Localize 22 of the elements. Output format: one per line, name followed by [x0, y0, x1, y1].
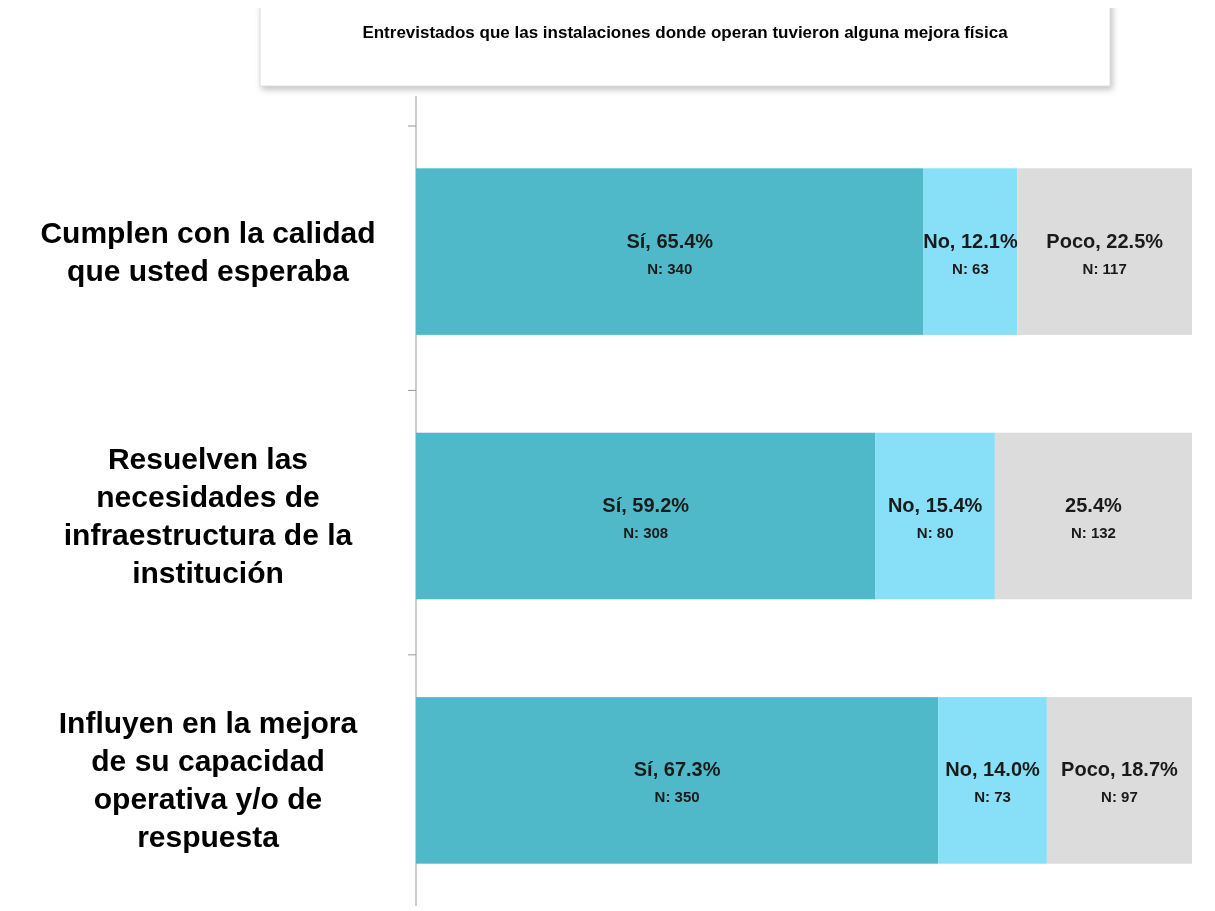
data-label: No, 15.4% N: 80 — [887, 494, 983, 541]
data-label: Sí, 67.3% N: 350 — [633, 758, 721, 806]
data-label: 25.4% N: 132 — [1065, 494, 1123, 541]
chart-title: Entrevistados que las instalaciones donde operan tuvieron alguna mejora física — [362, 23, 1009, 42]
data-label: No, 14.0% N: 73 — [945, 758, 1041, 806]
data-label: Sí, 59.2% N: 308 — [602, 494, 690, 541]
bar — [994, 432, 1192, 600]
bar — [1046, 697, 1192, 864]
data-label: No, 12.1% N: 63 — [923, 229, 1018, 277]
bar — [416, 168, 924, 335]
y-tick-label: Influyen en la mejora de su capacidad operativa y/o de respuesta — [58, 706, 358, 854]
y-tick-label: Cumplen con la calidad que usted esperaba — [40, 215, 376, 287]
bar — [875, 432, 995, 600]
data-label: Sí, 65.4% N: 340 — [626, 229, 714, 277]
bar — [923, 168, 1018, 335]
data-label: Poco, 18.7% N: 97 — [1061, 758, 1179, 806]
data-label: Poco, 22.5% N: 117 — [1046, 229, 1164, 277]
bar — [1017, 168, 1192, 335]
bar — [938, 697, 1047, 864]
bar — [416, 697, 939, 864]
y-tick-label: Resuelven las necesidades de infraestructura de la institución — [63, 442, 353, 589]
bar — [416, 432, 876, 600]
